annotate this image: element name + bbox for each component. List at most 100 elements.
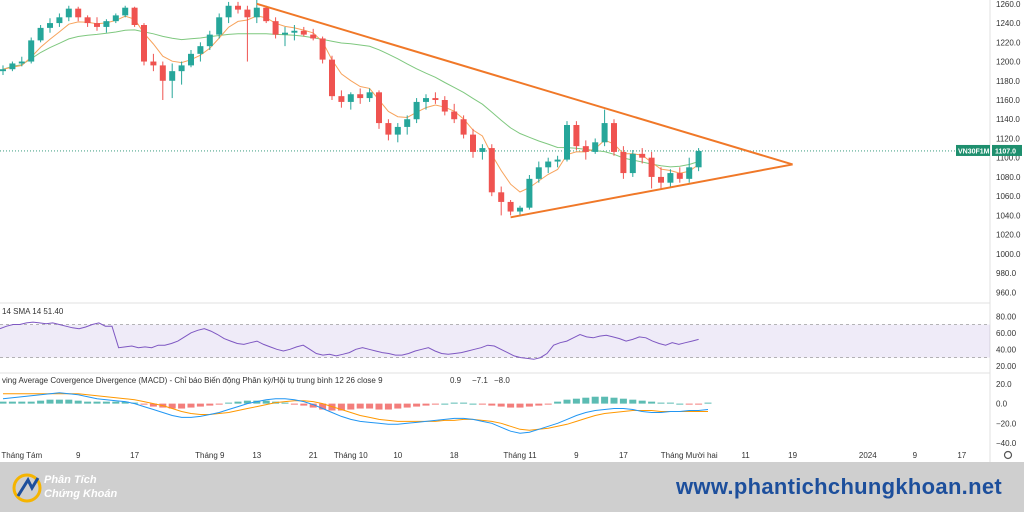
rsi-y-tick-label: 20.00 [996,362,1017,371]
candle-body [404,119,411,127]
macd-histogram-bar [591,396,599,404]
candle-body [592,142,599,152]
macd-histogram-bar [281,402,289,404]
rsi-y-tick-label: 40.00 [996,345,1017,354]
macd-histogram-bar [46,399,54,404]
macd-readout: 0.9 [450,376,462,385]
macd-histogram-bar [657,402,665,404]
macd-histogram-bar [478,403,486,405]
settings-gear-icon[interactable] [1003,450,1013,460]
y-tick-label: 1160.0 [996,96,1020,105]
macd-histogram-bar [102,401,110,404]
candle-body [206,34,213,47]
candle-body [28,40,35,62]
candle-body [441,100,448,112]
candle-body [376,92,382,124]
candle-body [253,7,260,18]
candle-body [620,151,627,174]
x-tick-label: 21 [309,451,318,460]
candle-body [47,23,53,28]
candle-body [385,123,392,135]
macd-histogram-bar [319,403,327,410]
candle-body [648,157,655,177]
footer-band [0,462,1024,512]
macd-histogram-bar [544,403,552,405]
candle-body [394,126,401,135]
candle-body [451,111,458,120]
x-tick-label: 19 [788,451,797,460]
macd-histogram-bar [450,402,458,404]
symbol-tag [956,144,990,156]
candle-body [658,176,664,183]
macd-histogram-bar [149,403,157,407]
trading-chart[interactable]: 1260.01240.01220.01200.01180.01160.01140… [0,0,1024,462]
macd-histogram-bar [356,403,364,409]
x-tick-label: 11 [741,451,750,460]
macd-histogram-bar [629,399,637,404]
macd-histogram-bar [572,398,580,404]
macd-histogram-bar [337,403,345,411]
macd-histogram-bar [347,403,355,410]
macd-histogram-bar [366,403,374,409]
macd-histogram-bar [676,403,684,405]
macd-histogram-bar [290,403,298,405]
candle-body [84,17,91,24]
site-url-link[interactable]: www.phantichchungkhoan.net [676,474,1002,499]
candle-body [535,167,542,179]
candle-body [103,21,110,27]
candle-body [507,201,514,212]
triangle-trendline [510,163,793,219]
logo-flame-icon [12,473,42,503]
last-price-tag [992,144,1022,156]
footer: Phân Tích Chứng Khoán www.phantichchungk… [0,462,1024,512]
x-tick-label: 17 [619,451,628,460]
candle-body [432,98,439,100]
candle-body [695,150,702,168]
rsi-band [0,324,990,358]
candle-body [470,134,476,152]
candle-body [582,146,589,152]
candle-body [37,27,44,41]
macd-histogram-bar [394,403,402,409]
moving-average-line [2,29,699,168]
x-tick-label: Tháng 9 [195,451,225,460]
rsi-line [0,321,699,360]
macd-y-tick-label: −20.0 [996,419,1017,428]
macd-histogram-bar [206,403,214,406]
candle-body [131,7,138,26]
y-tick-label: 1260.0 [996,0,1021,9]
candle-body [545,161,552,168]
macd-histogram-bar [37,400,45,404]
y-tick-label: 960.0 [996,288,1017,297]
candle-body [282,32,288,35]
x-tick-label: Tháng Tám [1,451,42,460]
macd-histogram-bar [422,403,430,406]
candle-body [178,65,185,72]
macd-histogram-bar [384,403,392,410]
candle-body [122,7,129,16]
candle-body [329,59,335,97]
macd-histogram-bar [413,403,421,407]
logo-text-line1: Phân Tích [44,474,97,486]
macd-y-tick-label: −40.0 [996,439,1017,448]
x-tick-label: 9 [574,451,579,460]
macd-y-tick-label: 0.0 [996,400,1008,409]
macd-histogram-bar [497,403,505,407]
triangle-trendline [256,2,793,166]
x-tick-label: 17 [130,451,139,460]
candle-body [310,34,317,39]
candle-body [601,123,608,143]
macd-histogram-bar [638,400,646,404]
macd-histogram-bar [563,399,571,404]
macd-histogram-bar [685,403,693,405]
y-tick-label: 1040.0 [996,211,1021,220]
candle-body [75,8,82,18]
x-tick-label: 13 [252,451,261,460]
symbol-tag-label: VN30F1M [958,148,990,155]
candle-body [65,8,72,18]
macd-histogram-bar [403,403,411,408]
candle-body [225,5,232,18]
x-tick-label: 9 [913,451,918,460]
y-tick-label: 1120.0 [996,134,1020,143]
